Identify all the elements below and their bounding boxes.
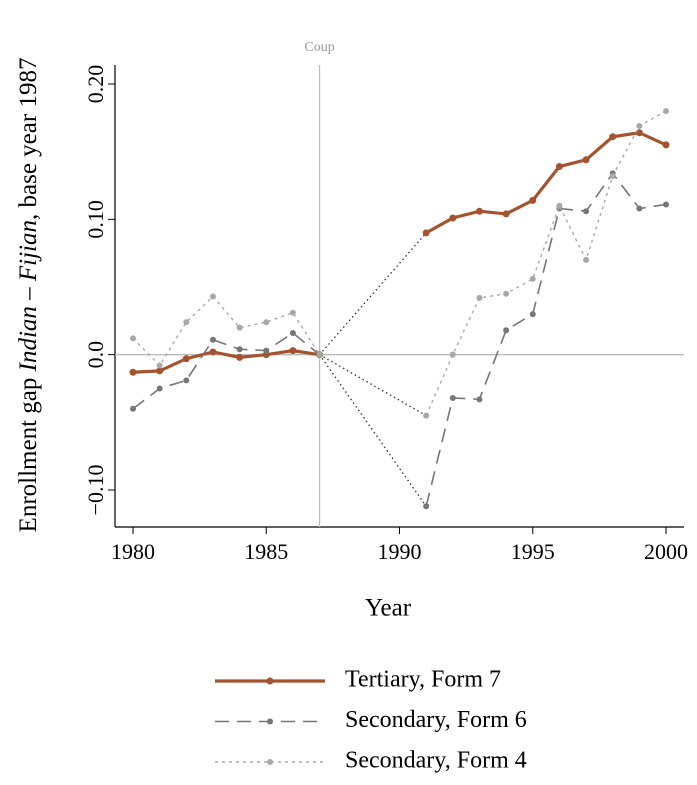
- point: [130, 335, 136, 342]
- point: [503, 327, 510, 334]
- point: [449, 394, 456, 401]
- annotation: Coup: [304, 40, 334, 55]
- x-tick-label: 1985: [244, 539, 288, 564]
- point: [289, 330, 296, 337]
- y-axis-title-part: Indian: [15, 306, 42, 372]
- y-axis-title-part: , base year 1987: [15, 58, 42, 220]
- point: [289, 347, 297, 355]
- x-axis-title: Year: [365, 595, 412, 622]
- point: [502, 210, 510, 218]
- gap-connector: [319, 354, 427, 507]
- y-axis-title-part: Fijian: [15, 220, 42, 282]
- point: [636, 205, 643, 212]
- y-axis-title-part: Enrollment gap: [15, 371, 42, 532]
- point: [156, 367, 164, 375]
- point: [316, 351, 323, 358]
- point: [422, 229, 430, 237]
- point: [423, 412, 430, 419]
- point: [475, 207, 483, 215]
- x-tick-label: 1995: [511, 539, 555, 564]
- point: [129, 368, 137, 376]
- point: [182, 355, 190, 363]
- y-tick-label: 0.10: [83, 200, 108, 239]
- series-line: [425, 110, 667, 416]
- point: [555, 163, 563, 171]
- point: [529, 196, 537, 204]
- gap-connector: [319, 354, 427, 417]
- point: [183, 377, 190, 384]
- y-axis-title-part: –: [15, 281, 42, 306]
- point: [476, 294, 483, 301]
- point: [209, 293, 216, 300]
- x-tick-label: 1980: [111, 539, 155, 564]
- y-tick-label: −0.10: [83, 465, 108, 516]
- series-line: [132, 348, 320, 374]
- point: [183, 319, 190, 326]
- point: [236, 353, 244, 361]
- point: [263, 347, 270, 354]
- point: [156, 362, 163, 369]
- point: [636, 122, 643, 129]
- point: [209, 336, 216, 343]
- series-line: [132, 295, 321, 367]
- point: [662, 141, 670, 149]
- point: [583, 256, 590, 263]
- y-tick-label: 0.20: [83, 65, 108, 104]
- y-tick-label: 0.0: [83, 341, 108, 369]
- point: [663, 108, 669, 115]
- series-line: [425, 131, 667, 235]
- point: [503, 290, 510, 297]
- point: [156, 385, 163, 392]
- x-tick-label: 2000: [644, 539, 688, 564]
- point: [529, 311, 536, 318]
- point: [449, 351, 456, 358]
- point: [236, 346, 243, 353]
- legend-label: Tertiary, Form 7: [345, 667, 501, 693]
- point: [663, 201, 669, 208]
- legend-label: Secondary, Form 6: [345, 707, 527, 733]
- point: [583, 208, 590, 215]
- point: [130, 405, 136, 412]
- y-axis-title: Enrollment gap Indian – Fijian, base yea…: [15, 58, 42, 533]
- point: [556, 202, 563, 209]
- legend-marker: [267, 759, 273, 765]
- gap-connector: [319, 232, 427, 356]
- point: [449, 214, 457, 222]
- legend-marker: [267, 718, 273, 725]
- x-tick-label: 1990: [378, 539, 422, 564]
- legend-label: Secondary, Form 4: [345, 748, 527, 774]
- point: [476, 396, 483, 403]
- point: [609, 173, 616, 180]
- legend-marker: [266, 677, 274, 685]
- point: [263, 319, 270, 326]
- series-line: [425, 171, 667, 507]
- point: [582, 156, 590, 164]
- point: [423, 503, 430, 510]
- point: [209, 348, 217, 356]
- point: [635, 129, 643, 137]
- point: [289, 309, 296, 316]
- point: [529, 275, 536, 282]
- point: [609, 133, 617, 141]
- point: [236, 324, 243, 331]
